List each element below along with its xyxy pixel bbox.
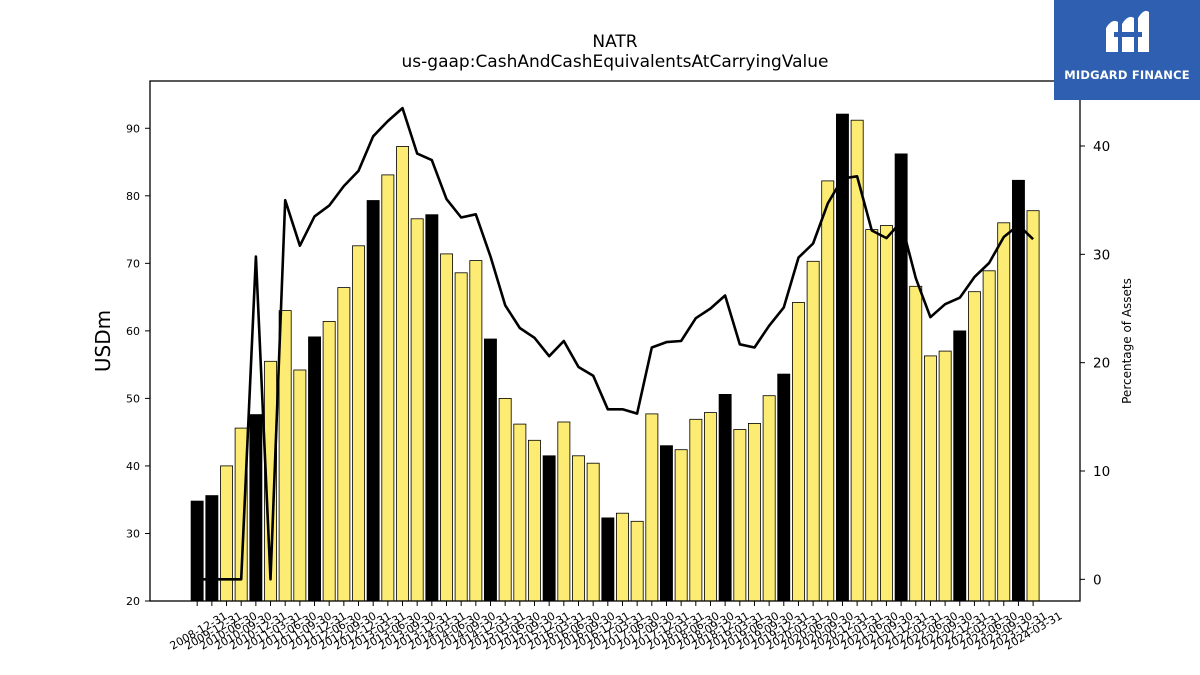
y2-tick-label: 30 bbox=[1093, 247, 1110, 263]
bar bbox=[557, 421, 571, 602]
bar bbox=[572, 455, 585, 602]
bar bbox=[528, 439, 541, 602]
bar bbox=[953, 330, 967, 602]
bar bbox=[630, 520, 644, 602]
bar bbox=[190, 500, 204, 602]
bar bbox=[205, 495, 219, 602]
bar bbox=[513, 423, 527, 602]
bar bbox=[322, 320, 336, 602]
bar bbox=[968, 291, 981, 602]
bar bbox=[733, 429, 747, 602]
y-tick-label: 70 bbox=[126, 257, 140, 270]
bar bbox=[469, 260, 483, 602]
bar bbox=[777, 373, 791, 602]
bar bbox=[689, 418, 703, 602]
bar bbox=[381, 174, 395, 602]
logo-text: MIDGARD FINANCE bbox=[1064, 68, 1190, 82]
bar bbox=[865, 229, 879, 602]
y2-tick-label: 10 bbox=[1093, 464, 1110, 480]
chart-title: NATR bbox=[592, 32, 638, 52]
bar bbox=[880, 225, 893, 602]
bar bbox=[660, 445, 673, 602]
y2-tick-label: 40 bbox=[1093, 139, 1110, 155]
bar bbox=[806, 260, 820, 602]
bar bbox=[674, 449, 688, 602]
y-tick-label: 20 bbox=[126, 595, 140, 608]
bar bbox=[308, 336, 322, 602]
bar bbox=[542, 455, 556, 602]
y-tick-label: 30 bbox=[126, 527, 140, 540]
bar bbox=[982, 270, 996, 602]
chart-subtitle: us-gaap:CashAndCashEquivalentsAtCarrying… bbox=[401, 52, 829, 72]
bar bbox=[425, 214, 439, 602]
bar bbox=[718, 393, 732, 602]
bar bbox=[1012, 179, 1025, 602]
midgard-logo-icon bbox=[1106, 10, 1149, 52]
bar bbox=[821, 180, 835, 602]
bar bbox=[483, 338, 497, 602]
bar bbox=[762, 395, 776, 602]
percentage-line bbox=[197, 106, 1034, 581]
bar bbox=[586, 462, 600, 602]
bar bbox=[704, 412, 717, 602]
bar bbox=[938, 350, 952, 602]
bar bbox=[601, 517, 615, 602]
y-axis-label: USDm bbox=[91, 310, 115, 372]
y2-axis-label: Percentage of Assets bbox=[1120, 278, 1134, 404]
bar bbox=[366, 200, 380, 602]
bar bbox=[645, 413, 659, 602]
bar bbox=[278, 310, 292, 602]
bar bbox=[337, 287, 351, 602]
bar bbox=[997, 222, 1011, 602]
bar bbox=[440, 253, 454, 602]
y-tick-label: 50 bbox=[126, 392, 140, 405]
bar bbox=[748, 422, 761, 602]
bar bbox=[352, 245, 366, 602]
bar bbox=[410, 218, 424, 602]
bar bbox=[924, 355, 937, 602]
bar bbox=[792, 302, 805, 602]
bar bbox=[1026, 210, 1040, 602]
y2-tick-label: 20 bbox=[1093, 356, 1110, 372]
plot-frame bbox=[149, 80, 1081, 602]
bar bbox=[616, 512, 629, 602]
midgard-finance-logo: MIDGARD FINANCE bbox=[1054, 0, 1200, 100]
bar bbox=[909, 285, 923, 602]
bar bbox=[249, 414, 263, 602]
y-tick-label: 80 bbox=[126, 190, 140, 203]
bar bbox=[498, 397, 512, 602]
bar bbox=[454, 272, 468, 602]
y2-tick-label: 0 bbox=[1093, 572, 1102, 588]
bar bbox=[396, 146, 410, 602]
y-tick-label: 90 bbox=[126, 122, 140, 135]
y-tick-label: 40 bbox=[126, 460, 140, 473]
bar bbox=[220, 465, 234, 602]
bar bbox=[293, 369, 307, 602]
y-tick-label: 60 bbox=[126, 325, 140, 338]
